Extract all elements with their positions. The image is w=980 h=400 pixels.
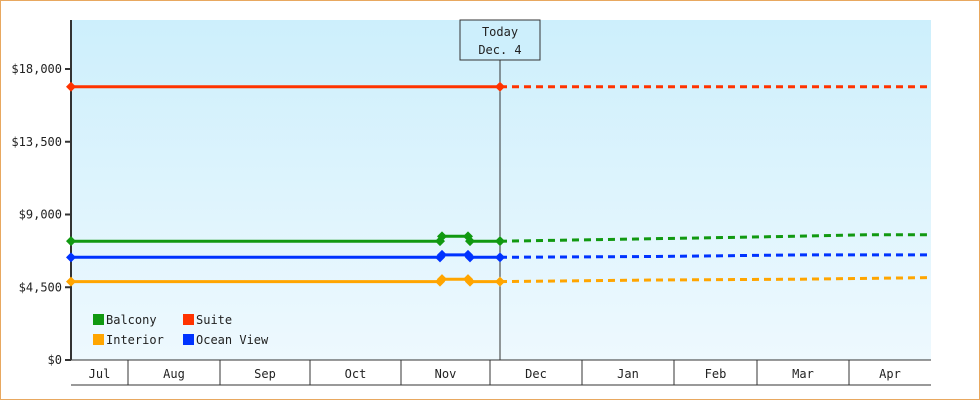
- series-balcony: [66, 231, 931, 247]
- data-point-marker: [495, 252, 505, 263]
- data-point-marker: [495, 236, 505, 247]
- today-date: Dec. 4: [478, 43, 521, 57]
- legend-label: Ocean View: [196, 333, 269, 347]
- legend-label: Interior: [106, 333, 164, 347]
- data-point-marker: [66, 236, 76, 247]
- data-point-marker: [66, 252, 76, 263]
- series-interior: [66, 274, 932, 287]
- data-point-marker: [495, 276, 505, 287]
- legend-swatch: [183, 334, 194, 345]
- legend-item-interior: Interior: [93, 333, 164, 347]
- series-ocean-view: [66, 249, 931, 263]
- y-tick-label: $9,000: [19, 208, 62, 222]
- y-axis: $0 $4,500 $9,000 $13,500 $18,000: [11, 20, 72, 367]
- y-tick-label: $13,500: [11, 135, 62, 149]
- series-suite: [66, 81, 931, 92]
- data-point-marker: [66, 81, 76, 92]
- y-tick-label: $0: [48, 353, 62, 367]
- legend-swatch: [93, 314, 104, 325]
- plot-area: [71, 20, 931, 360]
- x-tick-label-mar: Mar: [792, 367, 814, 381]
- y-tick-label: $4,500: [19, 280, 62, 294]
- legend: Balcony Suite Interior Ocean View: [93, 313, 269, 347]
- today-label: Today: [482, 25, 518, 39]
- x-tick-label-nov: Nov: [435, 367, 457, 381]
- legend-label: Suite: [196, 313, 232, 327]
- data-point-marker: [465, 236, 475, 247]
- data-point-marker: [437, 249, 447, 260]
- x-tick-label-aug: Aug: [163, 367, 185, 381]
- x-tick-label-oct: Oct: [345, 367, 367, 381]
- data-point-marker: [66, 276, 76, 287]
- data-point-marker: [437, 231, 447, 242]
- x-tick-label-apr: Apr: [879, 367, 901, 381]
- legend-item-suite: Suite: [183, 313, 232, 327]
- legend-swatch: [93, 334, 104, 345]
- legend-label: Balcony: [106, 313, 157, 327]
- x-tick-label-dec: Dec: [525, 367, 547, 381]
- today-marker: Today Dec. 4: [459, 19, 541, 360]
- legend-swatch: [183, 314, 194, 325]
- legend-item-balcony: Balcony: [93, 313, 157, 327]
- x-axis: Jul Aug Sep Oct Nov Dec Jan Feb Mar Apr: [71, 359, 931, 386]
- data-point-marker: [465, 252, 475, 263]
- series-lines: [66, 81, 932, 287]
- x-tick-label-sep: Sep: [254, 367, 276, 381]
- y-tick-label: $18,000: [11, 62, 62, 76]
- data-point-marker: [465, 276, 475, 287]
- x-tick-label-jul: Jul: [89, 367, 111, 381]
- x-tick-label-feb: Feb: [705, 367, 727, 381]
- x-tick-label-jan: Jan: [617, 367, 639, 381]
- data-point-marker: [437, 274, 447, 285]
- data-point-marker: [495, 81, 505, 92]
- legend-item-ocean-view: Ocean View: [183, 333, 269, 347]
